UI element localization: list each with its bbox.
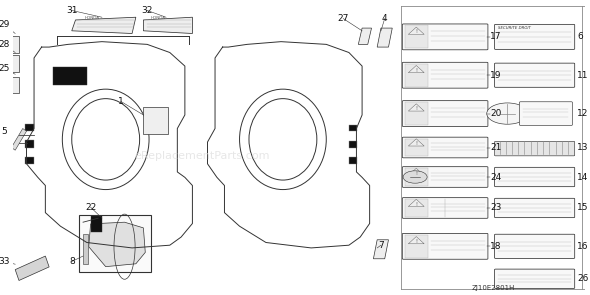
Text: 29: 29	[0, 19, 9, 29]
FancyBboxPatch shape	[402, 137, 488, 158]
FancyBboxPatch shape	[402, 198, 488, 218]
FancyBboxPatch shape	[494, 63, 575, 87]
Text: 7: 7	[378, 241, 384, 250]
Text: 25: 25	[0, 64, 9, 73]
Circle shape	[487, 103, 528, 124]
Polygon shape	[408, 199, 424, 206]
FancyBboxPatch shape	[402, 233, 488, 259]
Text: 6: 6	[577, 32, 583, 41]
Bar	[405, 64, 428, 87]
Text: 13: 13	[577, 143, 588, 152]
FancyBboxPatch shape	[402, 167, 488, 187]
Text: 20: 20	[490, 109, 502, 118]
FancyBboxPatch shape	[402, 24, 488, 50]
FancyBboxPatch shape	[494, 167, 575, 187]
Text: 28: 28	[0, 40, 9, 49]
Text: 16: 16	[577, 242, 588, 251]
Polygon shape	[408, 65, 424, 73]
Bar	[91, 216, 102, 232]
Polygon shape	[358, 28, 372, 44]
Bar	[4, 36, 19, 53]
Circle shape	[403, 171, 427, 183]
Polygon shape	[143, 17, 192, 34]
Text: 22: 22	[85, 203, 96, 212]
Polygon shape	[408, 139, 424, 146]
Polygon shape	[408, 27, 424, 34]
Text: eReplacementParts.com: eReplacementParts.com	[134, 151, 270, 161]
Text: 26: 26	[577, 274, 588, 283]
Polygon shape	[408, 237, 424, 244]
Bar	[25, 157, 34, 164]
Text: !: !	[415, 201, 417, 206]
Text: !: !	[415, 30, 417, 35]
FancyBboxPatch shape	[494, 234, 575, 258]
Polygon shape	[72, 17, 136, 34]
FancyBboxPatch shape	[519, 102, 572, 125]
Bar	[79, 215, 151, 272]
Text: 31: 31	[66, 6, 77, 15]
Polygon shape	[11, 129, 27, 150]
Polygon shape	[408, 168, 424, 176]
FancyBboxPatch shape	[494, 269, 575, 289]
Polygon shape	[377, 28, 392, 47]
Text: 18: 18	[490, 242, 502, 251]
Polygon shape	[88, 222, 145, 267]
Bar	[143, 107, 168, 134]
Text: 23: 23	[490, 204, 502, 212]
Bar	[405, 199, 428, 217]
Text: HONDA: HONDA	[85, 16, 100, 19]
FancyBboxPatch shape	[402, 62, 488, 88]
Bar	[405, 139, 428, 156]
Bar	[405, 25, 428, 48]
Text: 24: 24	[490, 173, 502, 181]
Bar	[53, 68, 87, 85]
Text: 12: 12	[577, 109, 588, 118]
Text: 15: 15	[577, 204, 588, 212]
Text: 21: 21	[490, 143, 502, 152]
Bar	[349, 157, 357, 164]
Bar	[4, 77, 19, 93]
Bar	[25, 124, 34, 131]
Text: !: !	[415, 239, 417, 244]
Text: 8: 8	[69, 257, 74, 266]
Text: 11: 11	[577, 71, 588, 80]
Bar	[349, 141, 357, 148]
Text: 17: 17	[490, 32, 502, 41]
Bar	[405, 235, 428, 258]
Text: 27: 27	[337, 14, 349, 23]
Text: ZJ10E2801H: ZJ10E2801H	[471, 285, 515, 291]
Polygon shape	[408, 104, 424, 111]
Text: 1: 1	[118, 97, 124, 106]
Bar	[405, 102, 428, 125]
Text: 4: 4	[382, 14, 388, 23]
Text: !: !	[415, 106, 417, 111]
Bar	[4, 55, 19, 71]
Bar	[349, 125, 357, 131]
Text: !: !	[415, 171, 417, 176]
Bar	[25, 140, 34, 148]
FancyBboxPatch shape	[494, 24, 575, 49]
Text: HONDA: HONDA	[151, 16, 166, 19]
Polygon shape	[15, 256, 49, 281]
FancyBboxPatch shape	[494, 198, 575, 218]
Text: 19: 19	[490, 71, 502, 80]
FancyBboxPatch shape	[494, 141, 575, 156]
Text: 33: 33	[0, 257, 9, 266]
Text: SECURITE DROIT: SECURITE DROIT	[498, 27, 531, 30]
Text: !: !	[415, 68, 417, 73]
Text: 14: 14	[577, 173, 588, 181]
Text: 5: 5	[1, 127, 6, 136]
Bar	[405, 168, 428, 186]
FancyBboxPatch shape	[402, 101, 488, 127]
Polygon shape	[373, 240, 388, 259]
Bar	[83, 234, 87, 264]
Text: 32: 32	[142, 6, 153, 15]
Text: !: !	[415, 141, 417, 146]
